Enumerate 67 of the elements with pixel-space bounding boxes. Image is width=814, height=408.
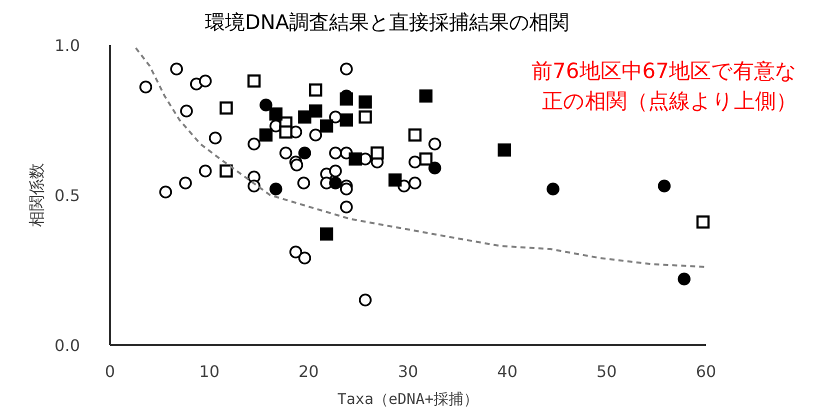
x-tick-label: 50 [596, 362, 617, 381]
point [198, 74, 212, 88]
point [279, 146, 292, 160]
x-tick-label: 20 [298, 362, 319, 381]
point [678, 272, 691, 286]
point [419, 152, 432, 166]
point [220, 164, 233, 178]
point [247, 74, 261, 88]
point [290, 158, 304, 172]
point [269, 182, 282, 196]
point [658, 180, 671, 192]
point [329, 176, 342, 190]
point [546, 182, 560, 196]
x-tick-label: 30 [398, 362, 418, 381]
point [297, 176, 310, 190]
point [259, 128, 273, 142]
point [309, 83, 322, 97]
point [309, 128, 322, 142]
point [170, 62, 183, 76]
point [208, 132, 222, 144]
point [428, 138, 442, 150]
point [388, 173, 402, 187]
point [340, 62, 353, 76]
point [696, 215, 710, 229]
point [139, 80, 152, 94]
point [408, 176, 422, 190]
point [358, 294, 372, 306]
point [340, 200, 353, 214]
point [298, 146, 312, 160]
point [340, 182, 353, 196]
y-axis-title: 相関係数 [27, 163, 46, 227]
point [320, 227, 334, 241]
y-tick-label: 1.0 [54, 36, 80, 55]
point [220, 101, 233, 115]
point [370, 146, 384, 160]
point [340, 92, 354, 106]
point [419, 89, 432, 103]
point [260, 98, 272, 112]
point [320, 119, 334, 133]
point [159, 186, 172, 198]
point [198, 164, 212, 178]
point [298, 110, 312, 124]
point [309, 104, 322, 118]
point [279, 125, 292, 139]
point [358, 110, 372, 124]
point [428, 162, 442, 174]
point [348, 152, 362, 166]
x-tick-label: 60 [696, 362, 716, 381]
x-axis-title: Taxa（eDNA+採捕） [337, 390, 479, 408]
point [358, 95, 372, 109]
point [298, 252, 312, 264]
point [180, 104, 193, 118]
point [179, 176, 192, 190]
y-tick-label: 0.5 [54, 186, 80, 205]
annotation: 前76地区中67地区で有意な [532, 59, 797, 83]
point [498, 143, 511, 157]
point [408, 128, 422, 142]
x-tick-label: 40 [497, 362, 518, 381]
y-tick-label: 0.0 [54, 336, 80, 355]
point [329, 164, 342, 178]
annotation: 正の相関（点線より上側） [542, 89, 797, 113]
x-tick-label: 10 [199, 362, 220, 381]
x-tick-label: 0 [104, 362, 116, 381]
point [340, 113, 354, 127]
point [248, 138, 260, 150]
chart-title: 環境DNA調査結果と直接採捕結果の相関 [204, 10, 570, 34]
point [269, 107, 282, 121]
